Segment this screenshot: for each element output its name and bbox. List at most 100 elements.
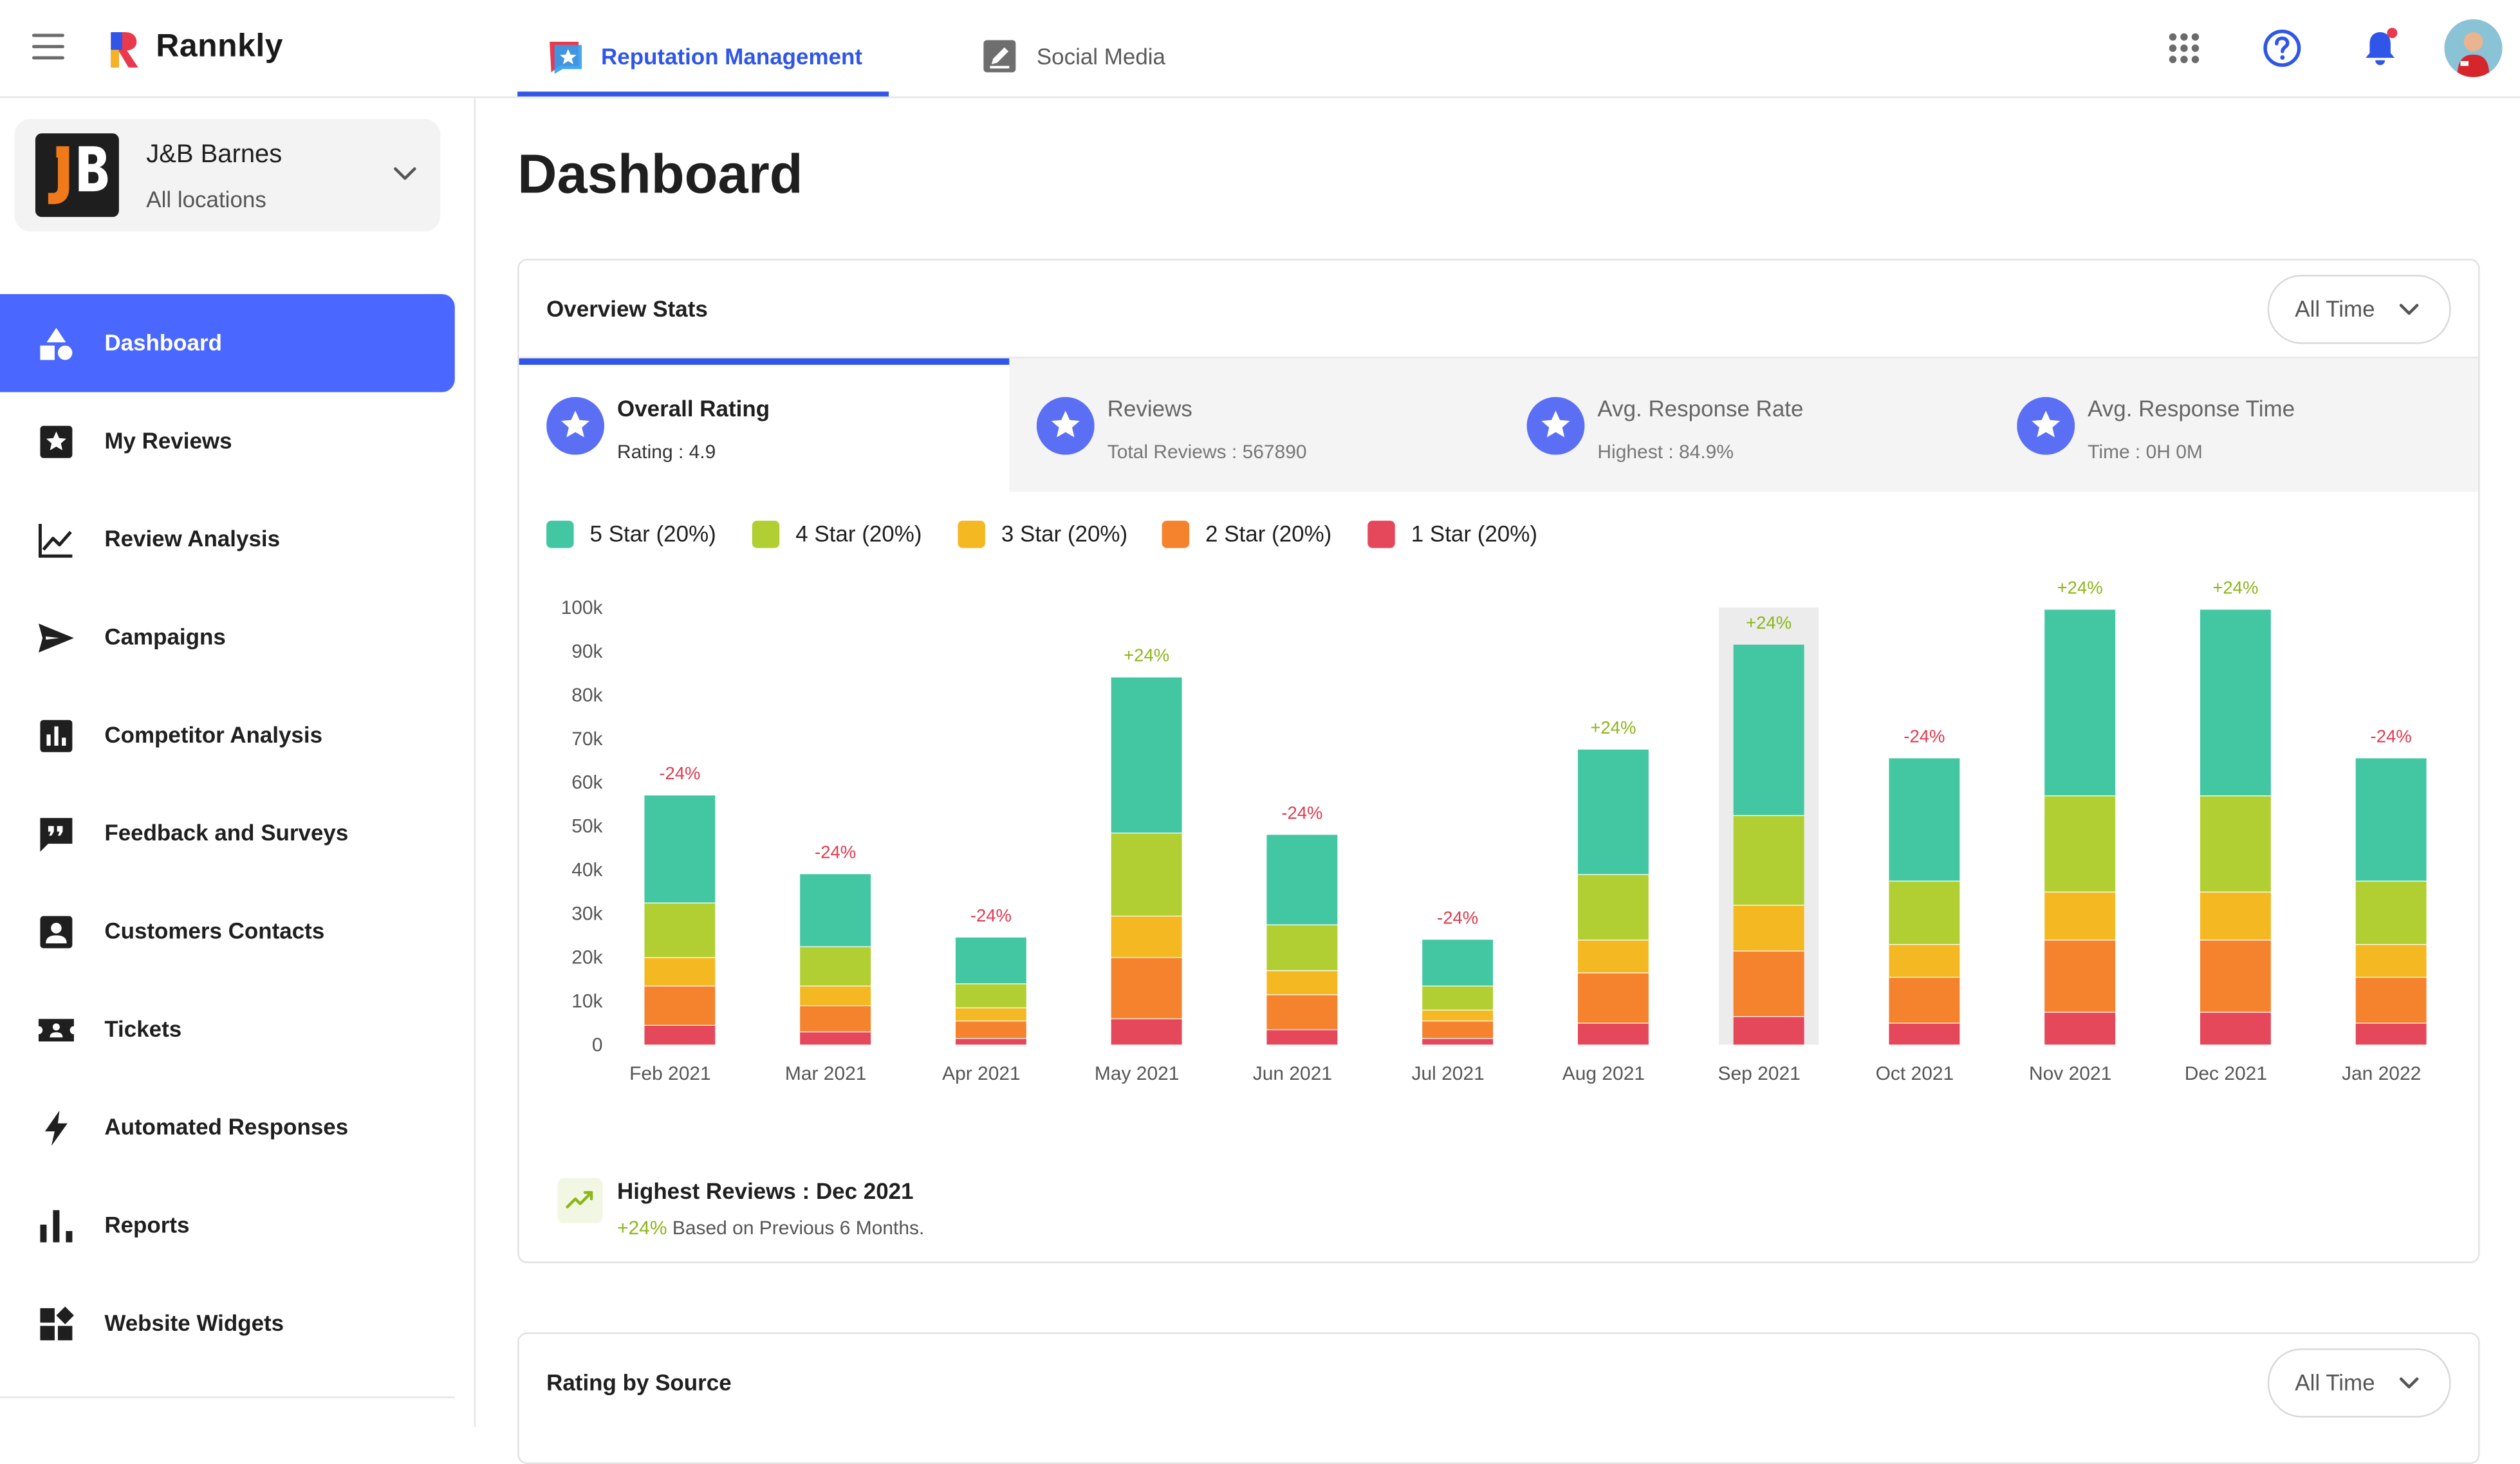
stat-tab-avg-response-rate[interactable]: Avg. Response Rate Highest : 84.9% bbox=[1499, 358, 1990, 492]
x-tick-label: Apr 2021 bbox=[942, 1063, 1021, 1084]
sidebar-divider bbox=[0, 1396, 455, 1398]
bar-segment[interactable] bbox=[644, 795, 716, 903]
legend-label: 1 Star (20%) bbox=[1411, 521, 1537, 547]
bar-segment[interactable] bbox=[1422, 1009, 1494, 1021]
bar-segment[interactable] bbox=[2355, 758, 2427, 881]
time-filter-dropdown[interactable]: All Time bbox=[2267, 275, 2451, 344]
notification-bell-icon[interactable] bbox=[2358, 26, 2403, 71]
bar-segment[interactable] bbox=[2200, 940, 2271, 1012]
bar-segment[interactable] bbox=[1577, 749, 1649, 875]
bar-segment[interactable] bbox=[1889, 758, 1960, 881]
bar-segment[interactable] bbox=[955, 1038, 1026, 1045]
bar-segment[interactable] bbox=[2044, 1012, 2116, 1045]
bar-segment[interactable] bbox=[1889, 944, 1960, 978]
bar-segment[interactable] bbox=[1111, 957, 1182, 1019]
stat-value: Time : 0H 0M bbox=[2088, 440, 2203, 463]
bar-segment[interactable] bbox=[800, 1031, 871, 1045]
bar-segment[interactable] bbox=[1889, 977, 1960, 1023]
help-circle-icon[interactable] bbox=[2259, 26, 2304, 71]
tab-social-media[interactable]: Social Media bbox=[964, 0, 1221, 97]
stat-tab-reviews[interactable]: Reviews Total Reviews : 567890 bbox=[1009, 358, 1499, 492]
bar-segment[interactable] bbox=[2044, 795, 2116, 892]
bar-segment[interactable] bbox=[644, 1024, 716, 1045]
bar-segment[interactable] bbox=[1889, 880, 1960, 945]
bar-segment[interactable] bbox=[2200, 609, 2271, 796]
bar-segment[interactable] bbox=[1266, 970, 1338, 995]
bar-segment[interactable] bbox=[2200, 891, 2271, 940]
bar-segment[interactable] bbox=[1111, 677, 1182, 833]
change-label: +24% bbox=[1124, 645, 1169, 665]
bar-segment[interactable] bbox=[1266, 924, 1338, 970]
sidebar-item-feedback-surveys[interactable]: Feedback and Surveys bbox=[0, 784, 455, 882]
bar-segment[interactable] bbox=[2044, 891, 2116, 940]
bar-segment[interactable] bbox=[644, 902, 716, 958]
stacked-bar-chart: 0 10k 20k 30k 40k 50k 60k 70k 80k 90k 100k -24% Feb … bbox=[561, 577, 2427, 1084]
sidebar-item-tickets[interactable]: Tickets bbox=[0, 980, 455, 1078]
bar-segment[interactable] bbox=[1733, 1016, 1804, 1045]
bar-segment[interactable] bbox=[2355, 977, 2427, 1023]
tab-label: Reputation Management bbox=[601, 43, 863, 69]
bar-segment[interactable] bbox=[1733, 950, 1804, 1017]
bar-segment[interactable] bbox=[1733, 644, 1804, 815]
bar-segment[interactable] bbox=[1577, 1023, 1649, 1045]
bar-segment[interactable] bbox=[1111, 832, 1182, 916]
bar-segment[interactable] bbox=[1266, 835, 1338, 925]
menu-icon[interactable] bbox=[32, 33, 64, 60]
bar-segment[interactable] bbox=[2044, 940, 2116, 1012]
bar-segment[interactable] bbox=[1733, 815, 1804, 905]
sidebar-item-competitor-analysis[interactable]: Competitor Analysis bbox=[0, 686, 455, 784]
bar-segment[interactable] bbox=[955, 1020, 1026, 1039]
bar-segment[interactable] bbox=[2355, 944, 2427, 978]
bar-segment[interactable] bbox=[1577, 972, 1649, 1023]
bar-segment[interactable] bbox=[1889, 1023, 1960, 1045]
user-avatar[interactable] bbox=[2444, 19, 2503, 77]
sidebar-item-dashboard[interactable]: Dashboard bbox=[0, 294, 455, 393]
sidebar-item-my-reviews[interactable]: My Reviews bbox=[0, 392, 455, 490]
sidebar-item-website-widgets[interactable]: Website Widgets bbox=[0, 1274, 455, 1372]
bar-segment[interactable] bbox=[1422, 1038, 1494, 1045]
bar-segment[interactable] bbox=[800, 1005, 871, 1032]
bar-segment[interactable] bbox=[955, 937, 1026, 984]
sidebar-item-customers-contacts[interactable]: Customers Contacts bbox=[0, 882, 455, 980]
bar-segment[interactable] bbox=[2200, 795, 2271, 892]
bar-segment[interactable] bbox=[1111, 915, 1182, 958]
sidebar-item-automated-responses[interactable]: Automated Responses bbox=[0, 1079, 455, 1176]
bar-segment[interactable] bbox=[1422, 1020, 1494, 1039]
bar-segment[interactable] bbox=[800, 874, 871, 947]
bar-segment[interactable] bbox=[955, 983, 1026, 1008]
bar-segment[interactable] bbox=[1266, 1029, 1338, 1045]
account-switcher[interactable]: J&B Barnes All locations bbox=[14, 118, 441, 232]
apps-grid-icon[interactable] bbox=[2162, 26, 2207, 71]
bar-segment[interactable] bbox=[1422, 940, 1494, 986]
bar-segment[interactable] bbox=[800, 946, 871, 986]
sidebar-item-review-analysis[interactable]: Review Analysis bbox=[0, 490, 455, 588]
sidebar-item-label: Campaigns bbox=[104, 623, 226, 649]
bar-segment[interactable] bbox=[1111, 1018, 1182, 1045]
tab-reputation-management[interactable]: Reputation Management bbox=[517, 0, 889, 97]
active-tab-underline bbox=[517, 91, 889, 97]
sidebar-item-reports[interactable]: Reports bbox=[0, 1176, 455, 1274]
sidebar-item-campaigns[interactable]: Campaigns bbox=[0, 588, 455, 686]
bar-segment[interactable] bbox=[1577, 874, 1649, 940]
stat-tab-overall-rating[interactable]: Overall Rating Rating : 4.9 bbox=[519, 358, 1010, 492]
bar-segment[interactable] bbox=[1577, 940, 1649, 973]
y-tick-label: 20k bbox=[571, 947, 603, 968]
bar-segment[interactable] bbox=[644, 985, 716, 1025]
bar-segment[interactable] bbox=[2355, 880, 2427, 945]
bar-segment[interactable] bbox=[2355, 1023, 2427, 1045]
segment-separator bbox=[1889, 943, 1960, 945]
bar-segment[interactable] bbox=[1266, 994, 1338, 1030]
legend-label: 5 Star (20%) bbox=[589, 521, 716, 547]
bar-segment[interactable] bbox=[800, 985, 871, 1006]
bar-segment[interactable] bbox=[1733, 904, 1804, 951]
bar-segment[interactable] bbox=[1422, 985, 1494, 1010]
time-filter-dropdown[interactable]: All Time bbox=[2267, 1348, 2451, 1418]
stat-value: Total Reviews : 567890 bbox=[1107, 440, 1307, 463]
stat-tab-avg-response-time[interactable]: Avg. Response Time Time : 0H 0M bbox=[1990, 358, 2480, 492]
bar-segment[interactable] bbox=[2200, 1012, 2271, 1045]
bar-segment[interactable] bbox=[955, 1007, 1026, 1021]
change-label: +24% bbox=[1746, 613, 1792, 633]
bar-segment[interactable] bbox=[2044, 609, 2116, 796]
change-label: -24% bbox=[2371, 726, 2412, 746]
bar-segment[interactable] bbox=[644, 957, 716, 986]
